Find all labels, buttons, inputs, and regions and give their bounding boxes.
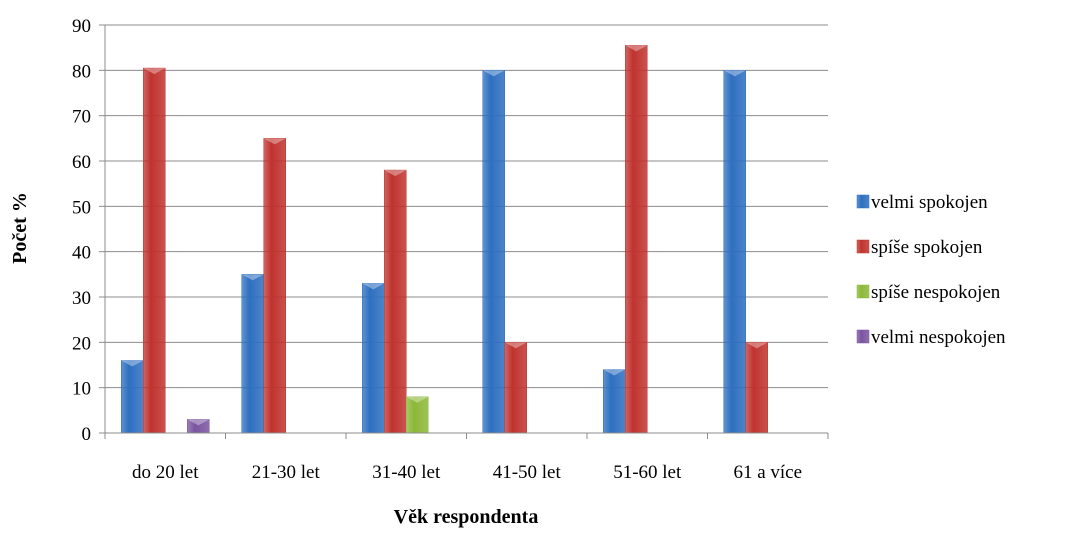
legend-item: velmi spokojen xyxy=(856,192,988,213)
bar-1-1 xyxy=(263,138,286,434)
x-axis-title: Věk respondenta xyxy=(394,506,539,528)
y-axis-title: Počet % xyxy=(9,192,31,264)
bar-2-2 xyxy=(406,396,429,434)
bar-0-4 xyxy=(603,369,626,434)
y-tick-label: 90 xyxy=(72,16,91,37)
bar-0-3 xyxy=(482,70,505,434)
x-tick-label: do 20 let xyxy=(132,462,199,483)
x-tick-labels: do 20 let 21-30 let 31-40 let 41-50 let 51-6… xyxy=(132,462,802,483)
bar-1-5 xyxy=(745,342,768,434)
y-tick-label: 30 xyxy=(72,288,91,309)
bar-0-0 xyxy=(121,360,144,434)
x-tick-label: 31-40 let xyxy=(372,462,441,483)
y-tick-labels: 0 10 20 30 40 50 60 70 80 90 xyxy=(72,16,91,445)
bars xyxy=(121,45,768,434)
legend-item: velmi nespokojen xyxy=(856,327,1006,348)
bar-1-0 xyxy=(143,67,166,434)
bar-1-3 xyxy=(504,342,527,434)
legend-label: velmi nespokojen xyxy=(871,327,1006,348)
y-tick-label: 20 xyxy=(72,333,91,354)
bar-3-0 xyxy=(187,419,210,434)
y-tick-label: 40 xyxy=(72,243,91,264)
legend-swatch xyxy=(856,194,870,209)
x-tick-label: 51-60 let xyxy=(613,462,682,483)
axes xyxy=(104,25,829,439)
legend-label: spíše spokojen xyxy=(871,237,983,258)
bar-1-2 xyxy=(384,169,407,434)
y-tick-label: 50 xyxy=(72,197,91,218)
x-tick-label: 21-30 let xyxy=(252,462,321,483)
y-tick-label: 0 xyxy=(82,424,92,445)
legend-item: spíše nespokojen xyxy=(856,282,1001,303)
x-tick-label: 61 a více xyxy=(733,462,802,483)
legend: velmi spokojen spíše spokojen spíše nespok… xyxy=(856,192,1006,348)
y-tick-label: 70 xyxy=(72,107,91,128)
legend-swatch xyxy=(856,329,870,344)
bar-1-4 xyxy=(625,45,648,434)
y-tick-label: 10 xyxy=(72,379,91,400)
legend-item: spíše spokojen xyxy=(856,237,983,258)
legend-swatch xyxy=(856,239,870,254)
legend-swatch xyxy=(856,284,870,299)
bar-0-1 xyxy=(241,274,264,434)
legend-label: velmi spokojen xyxy=(871,192,988,213)
legend-label: spíše nespokojen xyxy=(871,282,1001,303)
bar-0-5 xyxy=(723,70,746,434)
gridlines xyxy=(99,24,828,434)
y-tick-label: 60 xyxy=(72,152,91,173)
x-tick-label: 41-50 let xyxy=(493,462,562,483)
y-tick-label: 80 xyxy=(72,61,91,82)
bar-0-2 xyxy=(362,283,385,434)
